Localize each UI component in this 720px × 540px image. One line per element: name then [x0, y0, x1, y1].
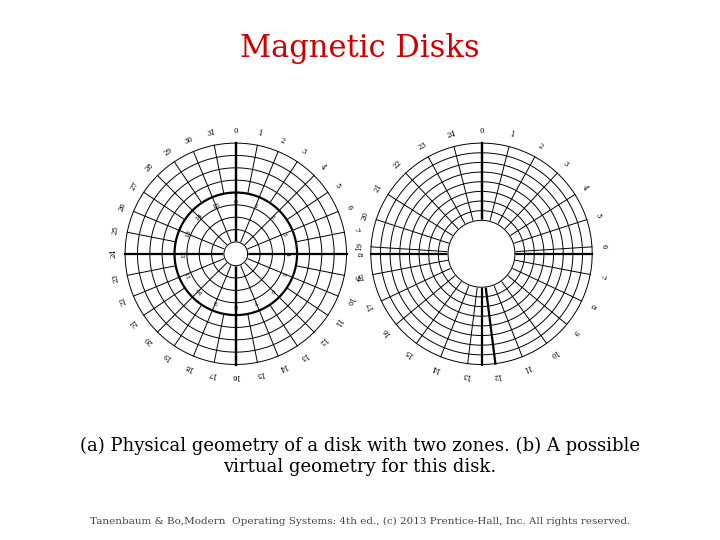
- Text: 9: 9: [213, 299, 219, 305]
- Text: 20: 20: [143, 334, 155, 347]
- Text: 9: 9: [572, 328, 580, 336]
- Text: 7: 7: [351, 227, 361, 233]
- Text: 3: 3: [300, 147, 308, 157]
- Text: 8: 8: [588, 302, 597, 310]
- Text: 20: 20: [360, 211, 370, 221]
- Text: 29: 29: [162, 146, 174, 158]
- Text: 5: 5: [280, 271, 287, 276]
- Text: 2: 2: [279, 136, 287, 145]
- Text: 22: 22: [117, 295, 128, 306]
- Text: 7: 7: [598, 274, 606, 280]
- Text: 2: 2: [269, 214, 276, 220]
- Text: 11: 11: [332, 316, 343, 328]
- Text: 9: 9: [351, 275, 361, 281]
- Text: 5: 5: [333, 181, 342, 190]
- Text: 3: 3: [561, 160, 570, 169]
- Text: 0: 0: [234, 200, 238, 205]
- Text: 3: 3: [280, 231, 287, 237]
- Text: 12: 12: [492, 371, 502, 380]
- Text: 0: 0: [480, 127, 484, 135]
- Text: 15: 15: [212, 202, 221, 210]
- Text: 2: 2: [536, 142, 544, 151]
- Text: 23: 23: [417, 141, 428, 152]
- Text: 22: 22: [392, 158, 404, 171]
- Text: Tanenbaum & Bo,Modern  Operating Systems: 4th ed., (c) 2013 Prentice-Hall, Inc. : Tanenbaum & Bo,Modern Operating Systems:…: [90, 517, 630, 525]
- Text: 13: 13: [462, 371, 471, 380]
- Text: 19: 19: [355, 241, 364, 251]
- Text: 19: 19: [162, 350, 174, 362]
- Text: 12: 12: [317, 334, 328, 347]
- Text: 31: 31: [207, 129, 217, 138]
- Text: 6: 6: [344, 203, 354, 211]
- Text: 1: 1: [253, 203, 258, 209]
- Text: 14: 14: [431, 362, 442, 373]
- Text: 30: 30: [184, 135, 194, 146]
- Text: (a) Physical geometry of a disk with two zones. (b) A possible
virtual geometry : (a) Physical geometry of a disk with two…: [80, 437, 640, 476]
- Text: 24: 24: [446, 130, 456, 140]
- Text: 13: 13: [184, 230, 192, 239]
- Text: 16: 16: [381, 326, 393, 338]
- Text: 13: 13: [298, 350, 310, 361]
- Text: 17: 17: [365, 300, 376, 312]
- Text: 14: 14: [194, 213, 204, 222]
- Text: 11: 11: [184, 269, 192, 278]
- Text: 21: 21: [128, 316, 140, 328]
- Text: 16: 16: [231, 373, 240, 380]
- Text: 10: 10: [547, 347, 559, 359]
- Text: 27: 27: [128, 180, 140, 192]
- Text: 0: 0: [233, 127, 238, 135]
- Text: 21: 21: [372, 182, 384, 194]
- Polygon shape: [224, 242, 248, 266]
- Text: 18: 18: [183, 362, 194, 373]
- Text: 1: 1: [509, 131, 515, 139]
- Polygon shape: [448, 220, 515, 287]
- Text: 24: 24: [109, 249, 117, 258]
- Text: 8: 8: [354, 252, 362, 256]
- Text: 17: 17: [207, 369, 217, 379]
- Text: 7: 7: [253, 299, 258, 305]
- Text: 15: 15: [255, 369, 265, 379]
- Text: 11: 11: [521, 362, 532, 373]
- Text: 4: 4: [580, 184, 590, 192]
- Text: 8: 8: [234, 303, 238, 308]
- Text: 14: 14: [277, 362, 289, 373]
- Text: 6: 6: [600, 244, 608, 248]
- Text: 23: 23: [111, 273, 120, 283]
- Text: 1: 1: [257, 129, 263, 138]
- Text: 28: 28: [143, 161, 155, 173]
- Text: 25: 25: [111, 225, 120, 235]
- Text: 6: 6: [269, 287, 276, 293]
- Text: 5: 5: [593, 213, 603, 219]
- Text: 10: 10: [343, 295, 354, 306]
- Text: 12: 12: [181, 250, 186, 258]
- Text: 26: 26: [117, 201, 128, 213]
- Text: 18: 18: [356, 272, 366, 282]
- Text: 4: 4: [318, 163, 327, 172]
- Text: 4: 4: [285, 252, 290, 256]
- Text: 10: 10: [194, 286, 204, 295]
- Text: 15: 15: [403, 347, 415, 359]
- Text: Magnetic Disks: Magnetic Disks: [240, 33, 480, 64]
